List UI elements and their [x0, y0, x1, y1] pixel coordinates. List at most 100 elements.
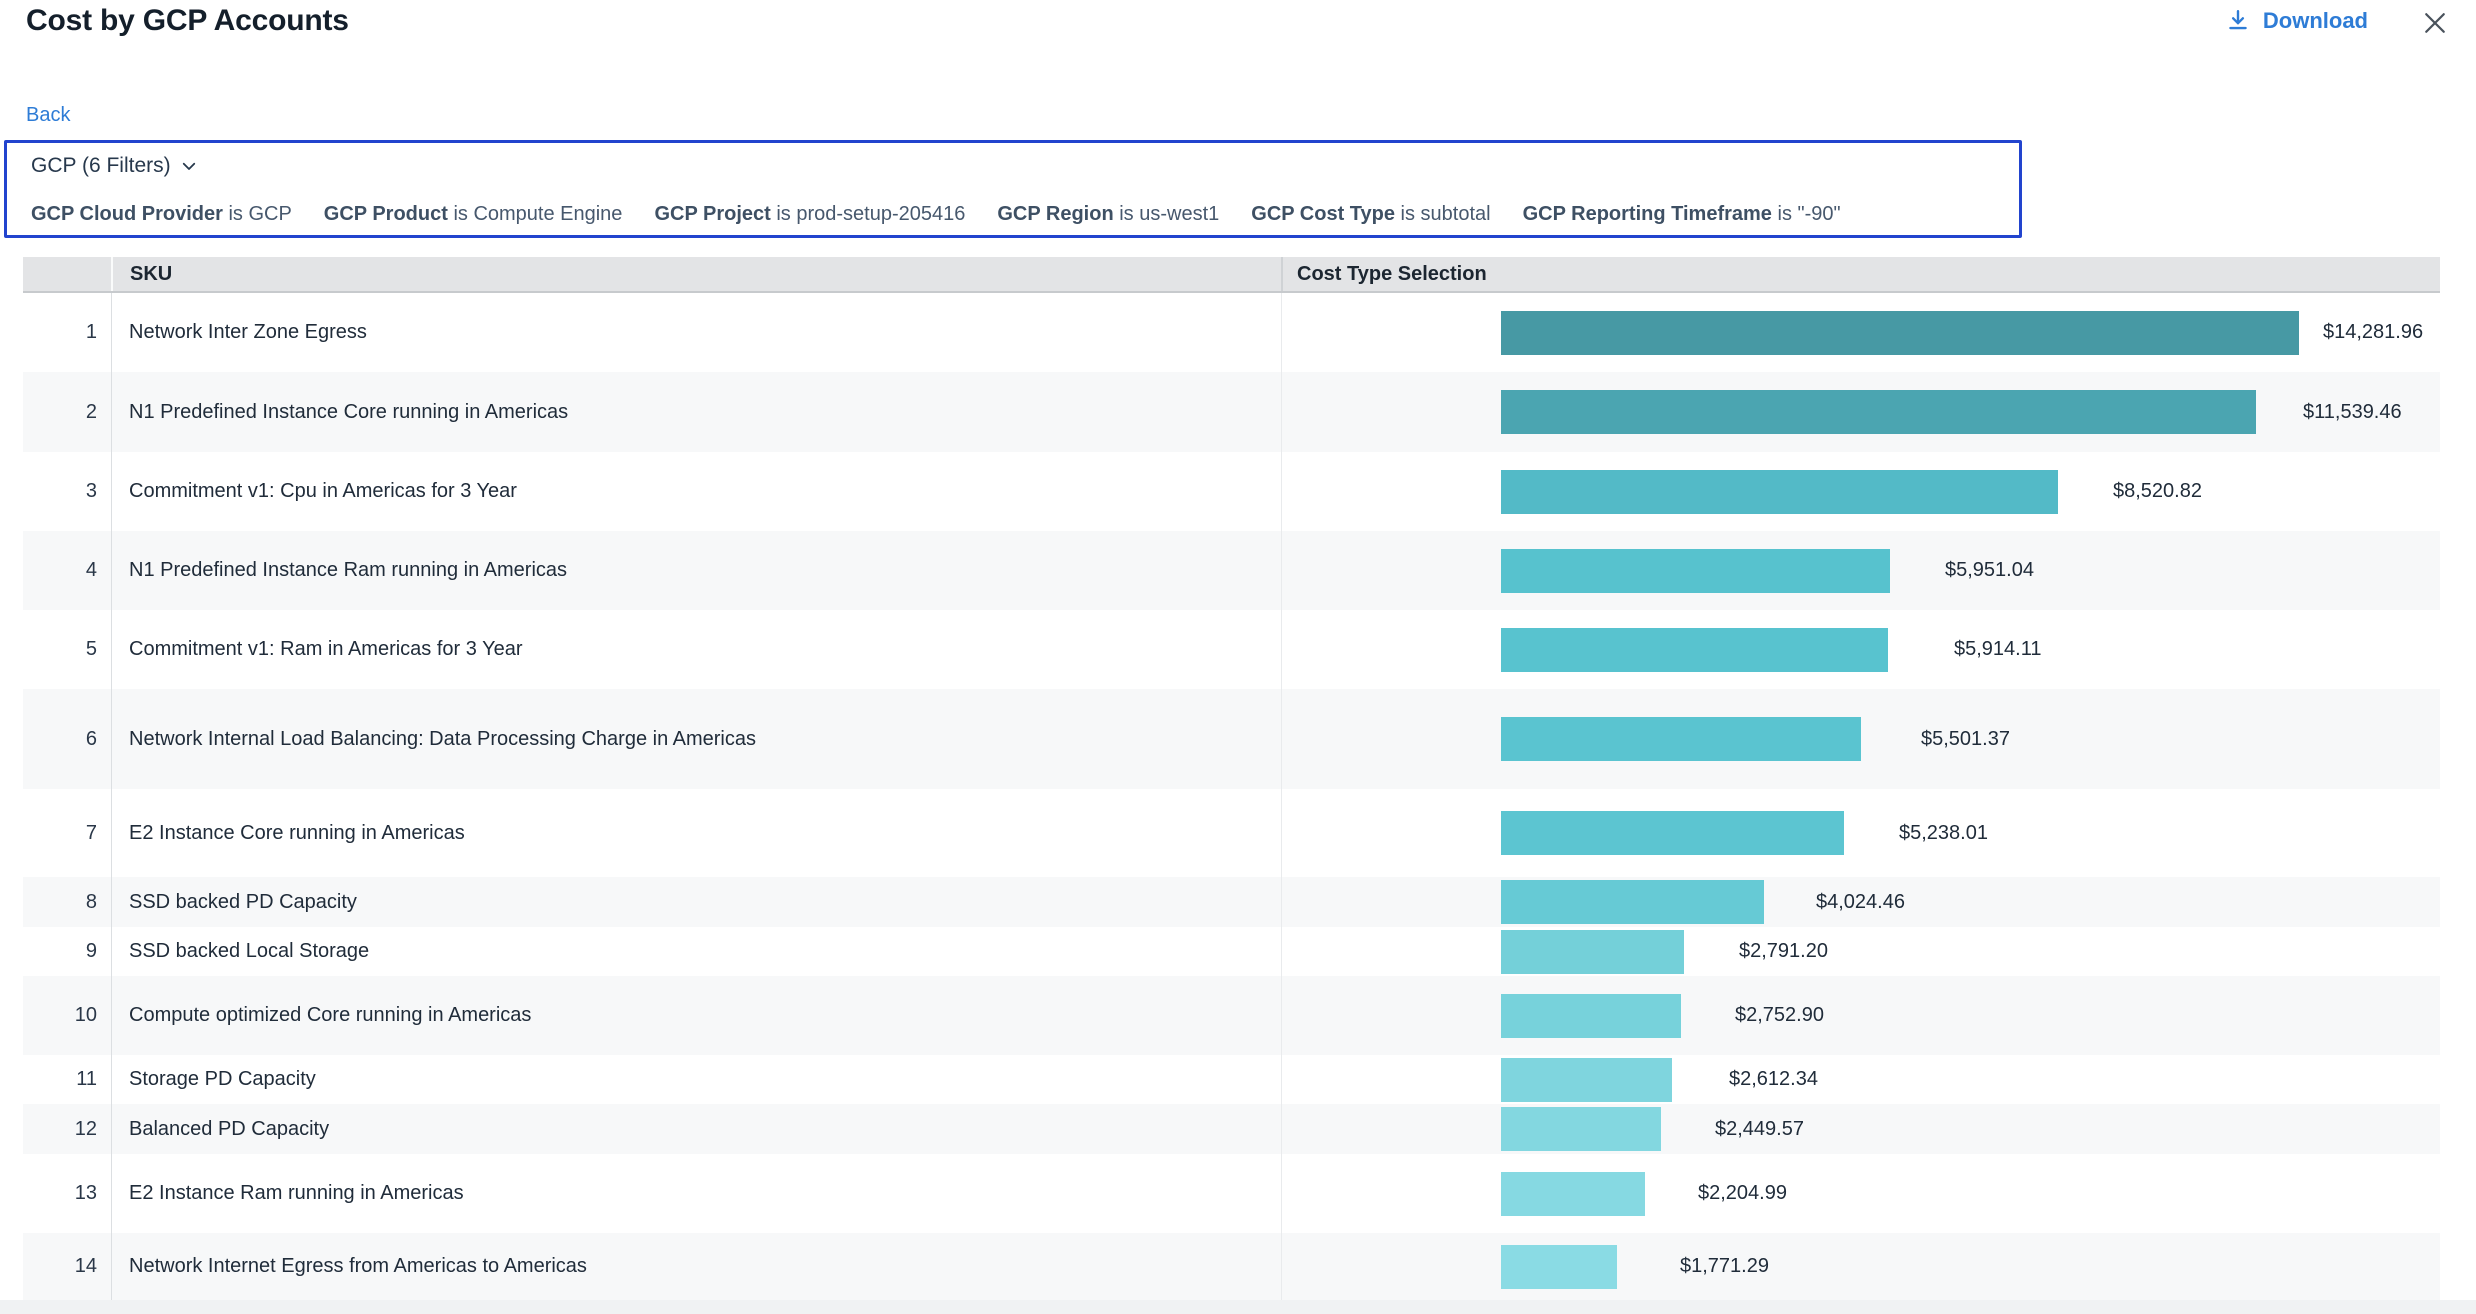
cost-value-label: $5,914.11 — [1954, 638, 2042, 660]
cost-value-label: $2,791.20 — [1739, 940, 1828, 962]
sku-cell: E2 Instance Ram running in Americas — [111, 1154, 1281, 1233]
cost-cell: $8,520.82 — [1281, 452, 2440, 531]
cost-bar — [1501, 310, 2299, 355]
sku-cell: N1 Predefined Instance Core running in A… — [111, 372, 1281, 452]
sku-cell: SSD backed Local Storage — [111, 927, 1281, 976]
cost-value-label: $4,024.46 — [1816, 890, 1905, 913]
cost-cell: $5,951.04 — [1281, 531, 2440, 610]
filter-chip: GCP Cloud Provider is GCP — [31, 203, 292, 225]
filter-field-name: GCP Project — [654, 203, 771, 225]
sku-cell: Network Internet Egress from Americas to… — [111, 1233, 1281, 1300]
column-header-cost-type-selection: Cost Type Selection — [1281, 257, 2440, 291]
cost-value-label: $8,520.82 — [2113, 480, 2202, 502]
row-index: 9 — [85, 940, 97, 962]
back-link[interactable]: Back — [26, 104, 71, 126]
table-row: 7 E2 Instance Core running in Americas $… — [23, 789, 2440, 877]
table-row: 12 Balanced PD Capacity $2,449.57 — [23, 1104, 2440, 1154]
sku-cell: Storage PD Capacity — [111, 1055, 1281, 1104]
filter-summary-toggle[interactable]: GCP (6 Filters) — [31, 154, 198, 178]
cost-value-label: $2,612.34 — [1729, 1068, 1818, 1090]
cost-bar — [1501, 717, 1861, 761]
row-index: 6 — [85, 727, 97, 750]
filter-field-name: GCP Cost Type — [1251, 203, 1395, 225]
filter-panel: GCP (6 Filters) GCP Cloud Provider is GC… — [4, 140, 2022, 238]
sku-cell: Compute optimized Core running in Americ… — [111, 976, 1281, 1055]
cost-bar — [1501, 880, 1764, 924]
row-index: 13 — [74, 1182, 97, 1204]
cost-bar — [1501, 548, 1890, 593]
cost-value-label: $2,204.99 — [1698, 1182, 1787, 1204]
sku-cell: SSD backed PD Capacity — [111, 877, 1281, 927]
cost-bar — [1501, 1107, 1661, 1151]
row-index: 14 — [74, 1255, 97, 1277]
filter-chip: GCP Product is Compute Engine — [323, 203, 623, 225]
cost-value-label: $5,951.04 — [1945, 559, 2034, 581]
row-index: 3 — [85, 480, 97, 502]
cost-bar — [1501, 993, 1681, 1038]
chevron-down-icon — [180, 157, 198, 175]
cost-value-label: $14,281.96 — [2323, 321, 2424, 343]
download-label: Download — [2262, 8, 2368, 33]
cost-bar — [1501, 929, 1684, 974]
cost-value-label: $5,501.37 — [1921, 727, 2010, 750]
filter-field-name: GCP Reporting Timeframe — [1522, 203, 1772, 225]
table-row: 14 Network Internet Egress from Americas… — [23, 1233, 2440, 1300]
cost-cell: $5,501.37 — [1281, 689, 2440, 789]
cost-bar — [1501, 627, 1888, 672]
table-bottom-scroll-track — [0, 1300, 2476, 1314]
filter-chip: GCP Reporting Timeframe is "-90" — [1522, 203, 1841, 225]
cost-table-body: 1 Network Inter Zone Egress $14,281.96 2… — [23, 293, 2440, 1300]
cost-value-label: $2,752.90 — [1735, 1004, 1824, 1026]
cost-cell: $5,914.11 — [1281, 610, 2440, 689]
cost-cell: $4,024.46 — [1281, 877, 2440, 927]
cost-value-label: $11,539.46 — [2303, 400, 2402, 423]
cost-cell: $5,238.01 — [1281, 789, 2440, 877]
table-row: 13 E2 Instance Ram running in Americas $… — [23, 1154, 2440, 1233]
sku-cell: Network Internal Load Balancing: Data Pr… — [111, 689, 1281, 789]
cost-bar — [1501, 469, 2058, 514]
download-icon — [2225, 8, 2251, 34]
close-icon — [2420, 8, 2454, 38]
cost-value-label: $1,771.29 — [1680, 1255, 1769, 1277]
filter-field-name: GCP Region — [997, 203, 1114, 225]
row-index: 4 — [85, 559, 97, 581]
row-index: 7 — [85, 821, 97, 844]
sku-cell: Balanced PD Capacity — [111, 1104, 1281, 1154]
filter-chip: GCP Cost Type is subtotal — [1251, 203, 1491, 225]
page-title: Cost by GCP Accounts — [26, 4, 349, 37]
cost-bar — [1501, 1244, 1617, 1289]
table-row: 5 Commitment v1: Ram in Americas for 3 Y… — [23, 610, 2440, 689]
column-header-index — [23, 257, 111, 291]
sku-cell: N1 Predefined Instance Ram running in Am… — [111, 531, 1281, 610]
cost-bar — [1501, 1171, 1645, 1216]
table-row: 2 N1 Predefined Instance Core running in… — [23, 372, 2440, 452]
row-index: 10 — [74, 1004, 97, 1026]
filter-field-name: GCP Product — [323, 203, 448, 225]
row-index: 8 — [85, 890, 97, 913]
sku-cell: Commitment v1: Cpu in Americas for 3 Yea… — [111, 452, 1281, 531]
close-button[interactable] — [2420, 6, 2454, 40]
cost-value-label: $2,449.57 — [1715, 1117, 1804, 1140]
cost-bar — [1501, 390, 2256, 434]
cost-cell: $11,539.46 — [1281, 372, 2440, 452]
sku-cell: Network Inter Zone Egress — [111, 293, 1281, 372]
filter-chip: GCP Project is prod-setup-205416 — [654, 203, 966, 225]
column-header-sku: SKU — [111, 257, 1281, 291]
row-index: 1 — [85, 321, 97, 343]
cost-cell: $1,771.29 — [1281, 1233, 2440, 1300]
cost-cell: $2,204.99 — [1281, 1154, 2440, 1233]
table-row: 6 Network Internal Load Balancing: Data … — [23, 689, 2440, 789]
sku-cell: Commitment v1: Ram in Americas for 3 Yea… — [111, 610, 1281, 689]
cost-bar — [1501, 1057, 1672, 1102]
table-row: 9 SSD backed Local Storage $2,791.20 — [23, 927, 2440, 976]
table-row: 3 Commitment v1: Cpu in Americas for 3 Y… — [23, 452, 2440, 531]
table-row: 4 N1 Predefined Instance Ram running in … — [23, 531, 2440, 610]
cost-bar — [1501, 811, 1844, 855]
row-index: 5 — [85, 638, 97, 660]
filter-field-name: GCP Cloud Provider — [31, 203, 223, 225]
cost-cell: $14,281.96 — [1281, 293, 2440, 372]
download-button[interactable]: Download — [2225, 8, 2368, 34]
cost-cell: $2,449.57 — [1281, 1104, 2440, 1154]
cost-cell: $2,752.90 — [1281, 976, 2440, 1055]
